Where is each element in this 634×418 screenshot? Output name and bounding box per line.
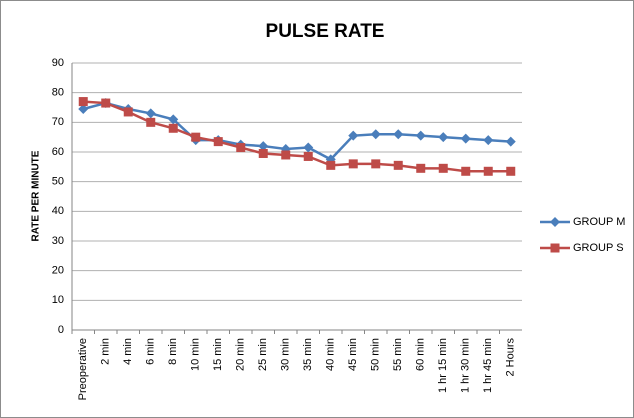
marker <box>191 132 201 142</box>
legend-marker <box>550 217 560 227</box>
marker <box>236 143 246 153</box>
marker <box>506 166 516 176</box>
chart-title: PULSE RATE <box>266 21 385 42</box>
marker <box>168 123 178 133</box>
marker <box>505 136 516 147</box>
y-tick-label: 80 <box>52 87 64 99</box>
x-tick-label: 10 min <box>190 338 202 371</box>
marker <box>483 166 493 176</box>
y-tick-label: 20 <box>52 265 64 277</box>
marker <box>168 114 179 125</box>
marker <box>438 163 448 173</box>
marker <box>393 160 403 170</box>
legend-label: GROUP S <box>573 242 624 254</box>
marker <box>78 97 88 107</box>
marker <box>281 150 291 160</box>
x-tick-label: 1 hr 45 min <box>482 338 494 393</box>
marker <box>371 159 381 169</box>
marker <box>145 108 156 119</box>
x-tick-label: 45 min <box>347 338 359 371</box>
marker <box>348 159 358 169</box>
x-tick-label: 25 min <box>257 338 269 371</box>
marker <box>258 141 269 152</box>
marker <box>461 166 471 176</box>
y-tick-label: 60 <box>52 146 64 158</box>
marker <box>460 133 471 144</box>
marker <box>348 130 359 141</box>
y-tick-label: 0 <box>58 324 64 336</box>
marker <box>393 129 404 140</box>
marker <box>101 98 111 108</box>
marker <box>213 137 223 147</box>
y-tick-label: 50 <box>52 176 64 188</box>
x-tick-label: 55 min <box>392 338 404 371</box>
legend-label: GROUP M <box>573 216 625 228</box>
marker <box>303 142 314 153</box>
y-tick-label: 70 <box>52 116 64 128</box>
marker <box>370 129 381 140</box>
x-tick-label: 60 min <box>415 338 427 371</box>
x-tick-label: 30 min <box>280 338 292 371</box>
x-tick-label: 20 min <box>235 338 247 371</box>
marker <box>78 103 89 114</box>
y-tick-label: 10 <box>52 294 64 306</box>
y-tick-label: 30 <box>52 235 64 247</box>
legend-marker <box>550 243 560 253</box>
marker <box>483 135 494 146</box>
marker <box>123 107 133 117</box>
y-tick-label: 40 <box>52 205 64 217</box>
x-tick-label: 8 min <box>167 338 179 365</box>
marker <box>258 148 268 158</box>
x-tick-label: 1 hr 15 min <box>437 338 449 393</box>
x-tick-label: 1 hr 30 min <box>460 338 472 393</box>
x-tick-label: 40 min <box>325 338 337 371</box>
x-tick-label: 50 min <box>370 338 382 371</box>
x-tick-label: 35 min <box>302 338 314 371</box>
x-tick-label: 15 min <box>212 338 224 371</box>
x-tick-label: Preoperative <box>77 338 89 400</box>
x-tick-label: 2 min <box>100 338 112 365</box>
marker <box>303 151 313 161</box>
y-tick-label: 90 <box>52 57 64 69</box>
y-axis-label: RATE PER MINUTE <box>31 150 42 241</box>
marker <box>146 117 156 127</box>
marker <box>438 132 449 143</box>
x-tick-label: 2 Hours <box>505 338 517 377</box>
marker <box>415 130 426 141</box>
x-tick-label: 6 min <box>145 338 157 365</box>
marker <box>326 160 336 170</box>
x-tick-label: 4 min <box>122 338 134 365</box>
marker <box>416 163 426 173</box>
